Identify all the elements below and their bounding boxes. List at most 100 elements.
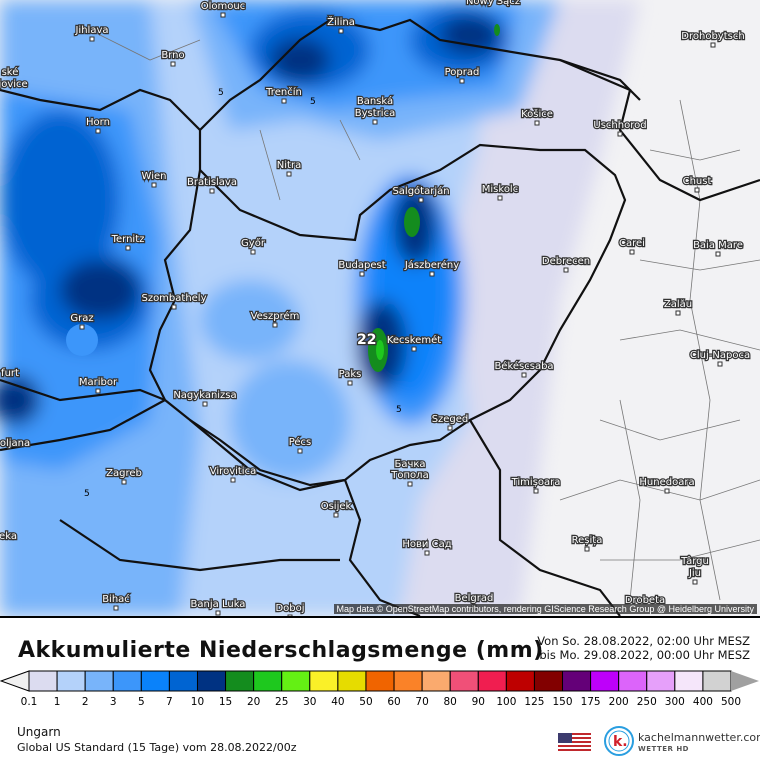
city-label: Ternitz xyxy=(111,234,145,245)
city-marker xyxy=(447,425,453,431)
legend-swatch xyxy=(421,670,451,692)
city-marker xyxy=(215,610,221,616)
city-label: Бачка xyxy=(394,459,425,470)
city-label: Bihać xyxy=(102,593,130,605)
legend-swatch xyxy=(281,670,311,692)
city-label: Trenčín xyxy=(265,86,302,98)
city-marker xyxy=(584,546,590,552)
city-marker xyxy=(717,361,723,367)
city-marker xyxy=(89,36,95,42)
city-label: Wien xyxy=(142,171,167,182)
model-label: Global US Standard (15 Tage) vom 28.08.2… xyxy=(17,741,297,754)
legend-swatch xyxy=(365,670,395,692)
legend-swatch xyxy=(674,670,704,692)
region-label: Ungarn xyxy=(17,725,61,739)
city-marker xyxy=(287,614,293,616)
city-label: Jiu xyxy=(688,568,701,579)
city-label: Banja Luka xyxy=(191,599,246,610)
legend-tick-label: 10 xyxy=(190,696,205,708)
city-label: Osijek xyxy=(321,501,352,512)
city-marker xyxy=(171,304,177,310)
city-marker xyxy=(220,12,226,18)
city-label: Timișoara xyxy=(511,477,561,488)
legend-swatch xyxy=(196,670,227,692)
legend-swatch xyxy=(477,670,507,692)
city-marker xyxy=(121,479,127,485)
city-marker xyxy=(333,512,339,518)
legend-tick-label: 20 xyxy=(246,696,261,708)
city-label: Maribor xyxy=(79,377,118,388)
city-label: Uschhorod xyxy=(593,120,646,131)
legend-swatch xyxy=(253,670,283,692)
legend-tick-label: 25 xyxy=(275,696,289,708)
color-legend xyxy=(0,670,759,692)
legend-tick-label: 300 xyxy=(664,696,685,708)
legend-swatch xyxy=(505,670,535,692)
city-label: ějovice xyxy=(0,78,28,90)
city-marker xyxy=(629,249,635,255)
city-label: Doboj xyxy=(275,603,304,614)
kachelmann-logo-icon[interactable]: k. xyxy=(604,726,634,756)
city-marker xyxy=(202,401,208,407)
legend-tick-label: 0.1 xyxy=(20,696,38,708)
legend-over-arrow xyxy=(731,671,759,691)
legend-swatch xyxy=(337,670,367,692)
city-label: Paks xyxy=(339,369,362,380)
city-label: Drohobytsch xyxy=(681,31,744,42)
city-marker xyxy=(95,128,101,134)
legend-swatch xyxy=(140,670,170,692)
legend-swatch xyxy=(562,670,592,692)
legend-swatch xyxy=(56,670,86,692)
city-marker xyxy=(170,61,176,67)
city-marker xyxy=(497,195,503,201)
city-label: Zalău xyxy=(664,299,692,310)
city-marker xyxy=(230,477,236,483)
precipitation-map[interactable]: Olomouc Nowy Sącz Jihlava Brno Žilina Drohoby… xyxy=(0,0,760,618)
city-label: ské xyxy=(2,66,19,78)
logo-letter: k. xyxy=(613,734,628,750)
legend-ticks: 0.1 1 2 3 5 7 10 15 20 25 30 40 50 60 70 80 90 100 125 150 1… xyxy=(0,696,760,710)
legend-under-arrow xyxy=(0,670,30,692)
city-marker xyxy=(534,120,540,126)
city-marker xyxy=(429,271,435,277)
city-label: Békéscsaba xyxy=(494,360,553,372)
city-label: Zagreb xyxy=(106,468,142,479)
legend-tick-label: 40 xyxy=(331,696,345,708)
contour-label: 5 xyxy=(218,88,224,98)
city-marker xyxy=(372,119,378,125)
city-label: Debrecen xyxy=(542,256,590,267)
legend-swatch xyxy=(449,670,479,692)
legend-swatch xyxy=(112,670,142,692)
city-label: Reșița xyxy=(572,535,603,546)
legend-tick-label: 3 xyxy=(109,696,117,708)
city-label: Banská xyxy=(357,95,393,107)
city-label: Carei xyxy=(619,238,645,249)
city-label: Nowy Sącz xyxy=(466,0,520,7)
legend-tick-label: 500 xyxy=(720,696,742,708)
city-marker xyxy=(338,28,344,34)
legend-tick-label: 90 xyxy=(471,696,485,708)
legend-tick-label: 200 xyxy=(608,696,629,708)
legend-tick-label: 5 xyxy=(137,696,145,708)
legend-swatch xyxy=(225,670,255,692)
city-label: Budapest xyxy=(338,260,385,271)
city-label: furt xyxy=(1,368,19,379)
brand-name[interactable]: kachelmannwetter.com xyxy=(638,731,760,744)
legend-tick-label: 100 xyxy=(496,696,517,708)
city-label: Veszprém xyxy=(251,310,300,322)
legend-tick-label: 250 xyxy=(636,696,657,708)
city-marker xyxy=(521,372,527,378)
city-marker xyxy=(209,188,215,194)
city-marker xyxy=(297,448,303,454)
city-marker xyxy=(617,131,623,137)
district-borders xyxy=(89,29,760,601)
city-label: Graz xyxy=(70,313,93,324)
city-label: Žilina xyxy=(327,15,355,28)
map-canvas: Olomouc Nowy Sącz Jihlava Brno Žilina Drohoby… xyxy=(0,0,760,616)
city-label: Košice xyxy=(521,108,553,120)
city-marker xyxy=(715,251,721,257)
city-label: Chust xyxy=(683,176,712,187)
city-marker xyxy=(113,605,119,611)
legend-tick-label: 30 xyxy=(303,696,317,708)
legend-tick-label: 7 xyxy=(166,696,173,708)
